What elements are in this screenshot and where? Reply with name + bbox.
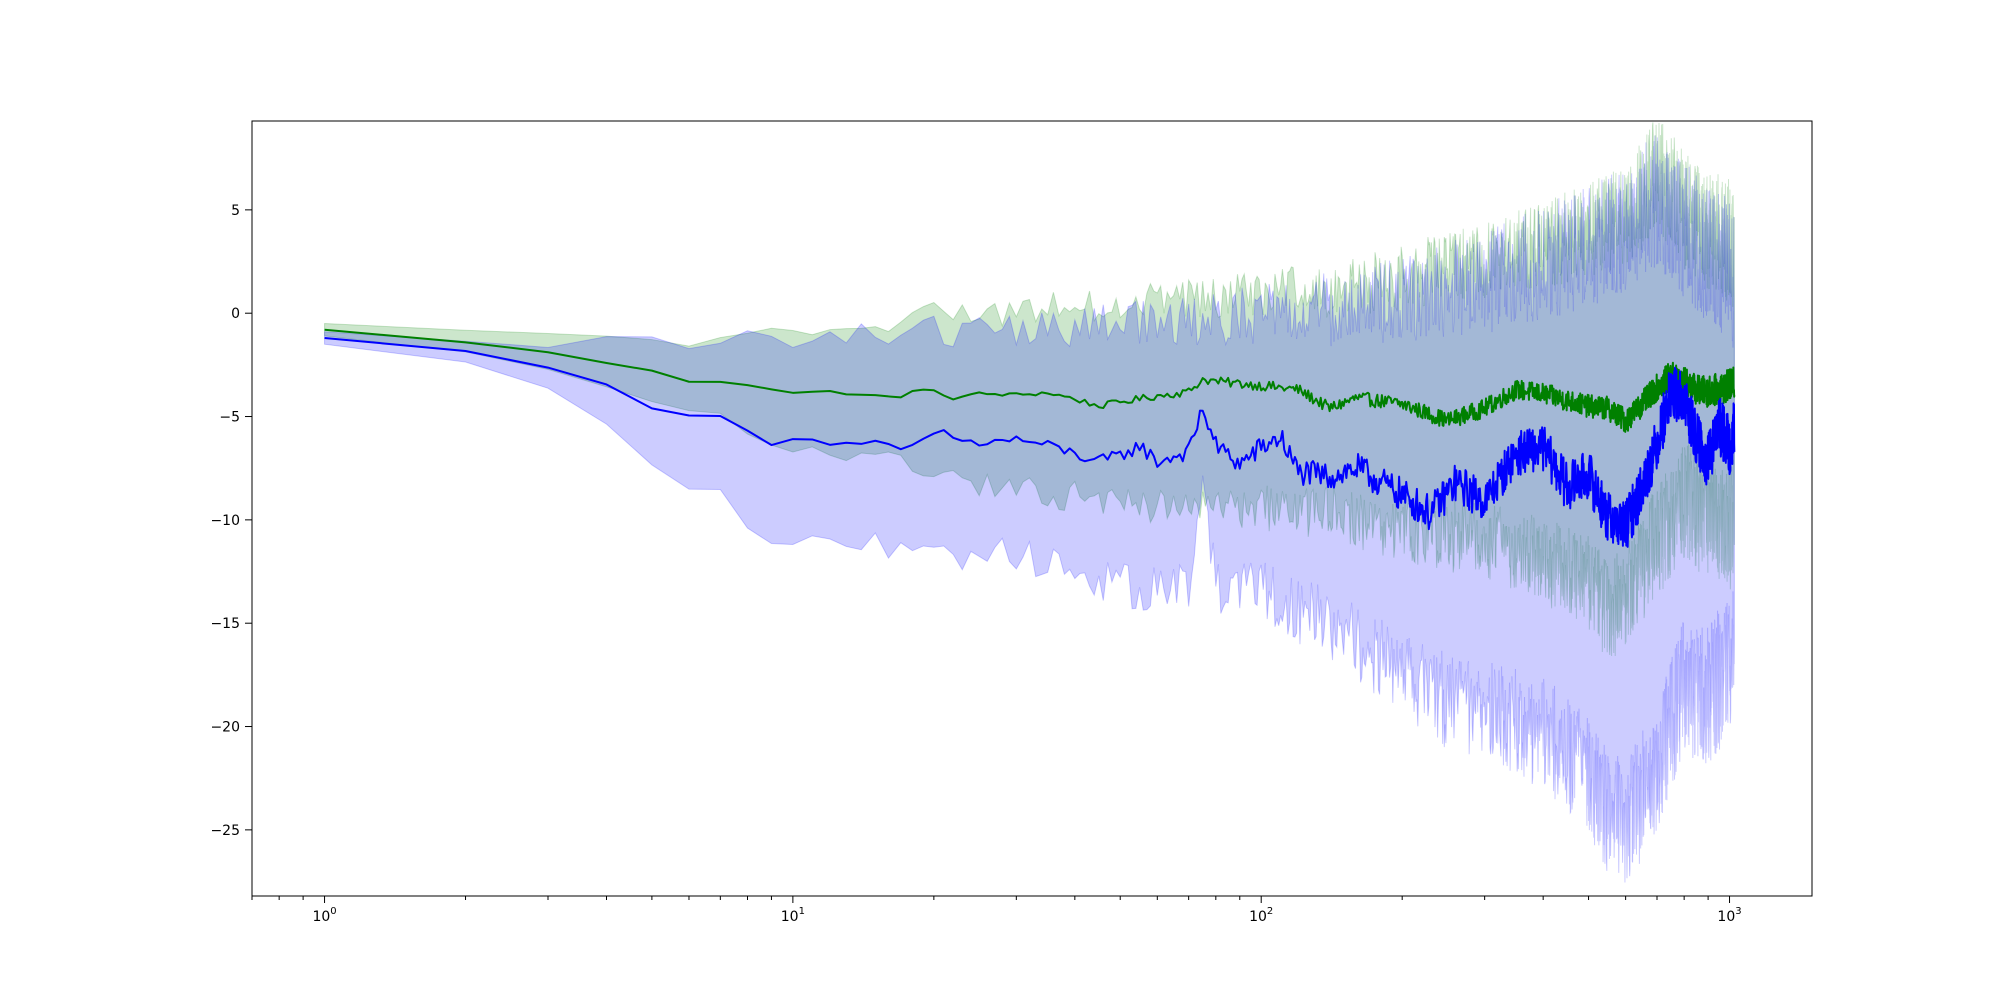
series-1-band xyxy=(324,122,1735,657)
x-tick-label: 100 xyxy=(312,906,336,925)
series-2-band xyxy=(324,135,1735,883)
x-tick-label: 101 xyxy=(781,906,805,925)
y-tick-label: −15 xyxy=(210,616,240,632)
y-axis: 5 0 −5 −10 −15 −20 −25 xyxy=(210,203,252,839)
y-tick-label: −25 xyxy=(210,823,240,839)
y-tick-label: 0 xyxy=(231,306,240,322)
series-2-line xyxy=(324,337,1736,548)
y-tick-label: −20 xyxy=(210,720,240,736)
x-tick-label: 102 xyxy=(1249,906,1273,925)
x-axis: 100 101 102 103 xyxy=(251,896,1742,925)
plot-frame xyxy=(251,120,1813,897)
x-tick-label: 103 xyxy=(1717,906,1741,925)
confidence-bands xyxy=(324,122,1735,883)
series-lines xyxy=(324,328,1736,548)
y-tick-label: −10 xyxy=(210,513,240,529)
y-tick-label: 5 xyxy=(231,203,240,219)
y-tick-label: −5 xyxy=(219,410,240,426)
series-1-line xyxy=(324,328,1736,433)
